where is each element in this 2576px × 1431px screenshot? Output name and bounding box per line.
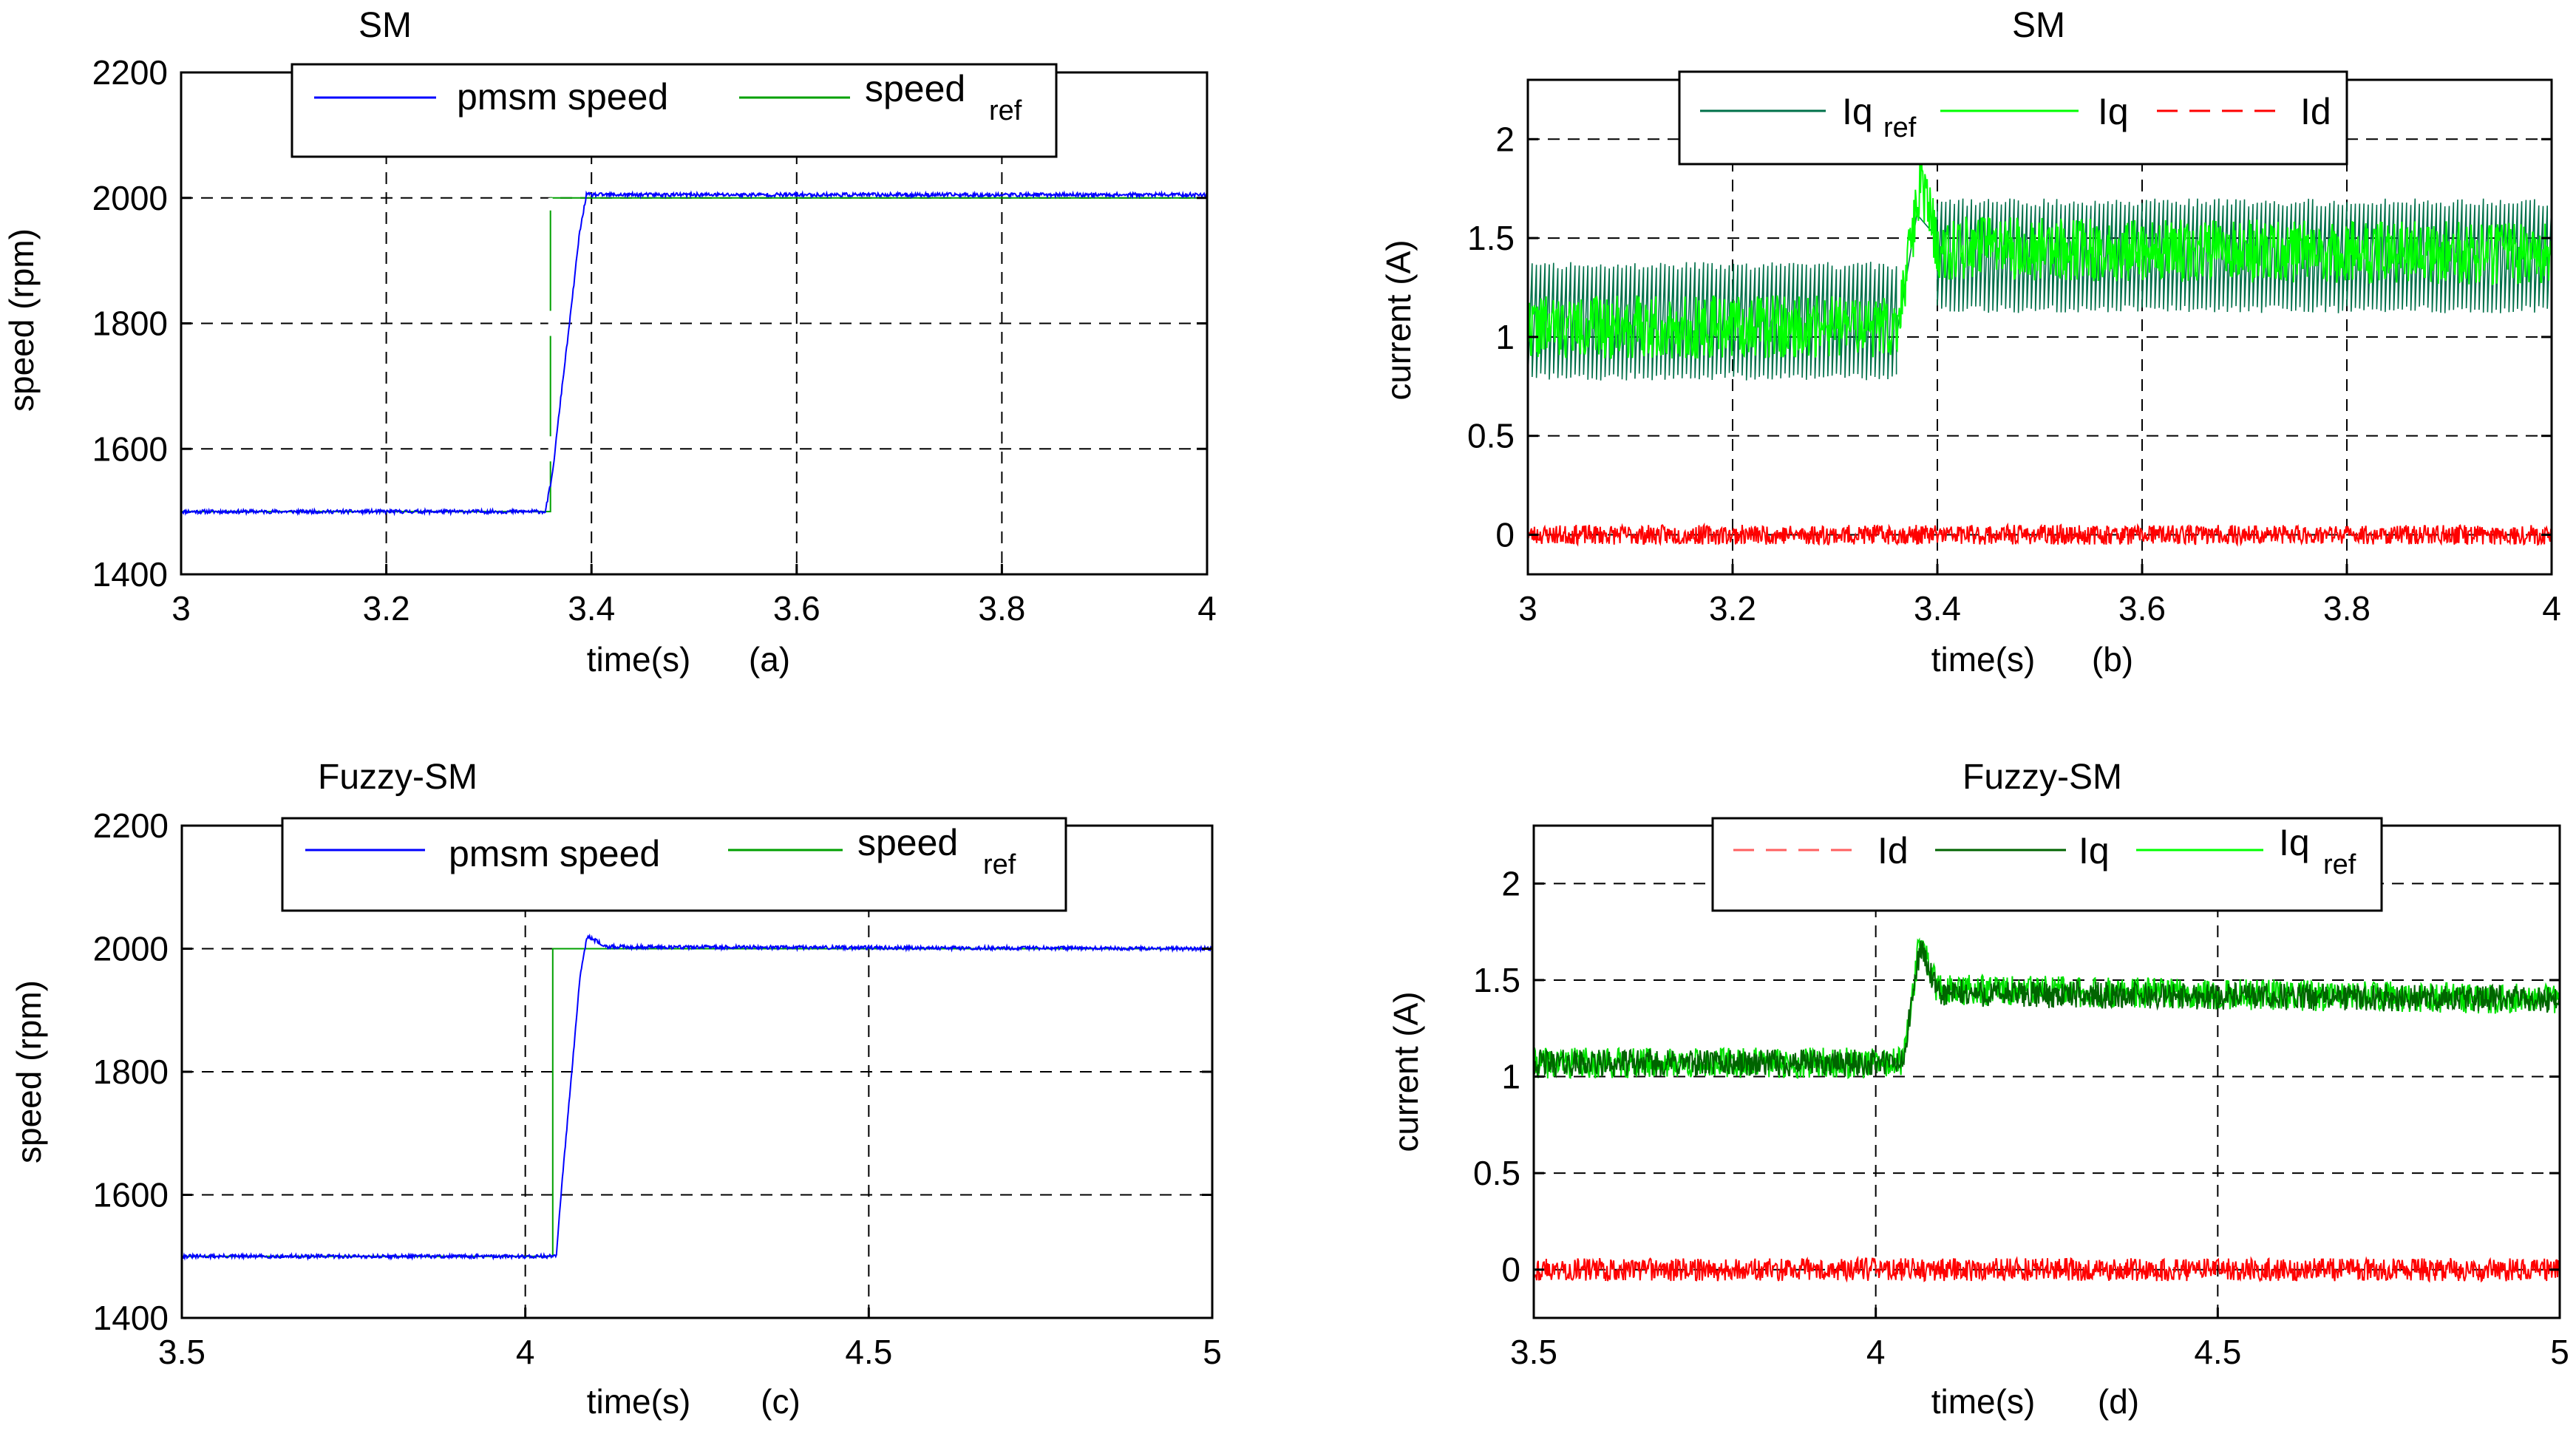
y-tick-label-b-3: 1.5: [1467, 219, 1515, 257]
x-tick-label-a-2: 3.4: [568, 589, 615, 628]
xlabel-a: time(s): [587, 640, 691, 679]
title-b: SM: [2012, 6, 2065, 45]
x-tick-label-a-1: 3.2: [363, 589, 410, 628]
x-tick-label-b-3: 3.6: [2118, 589, 2166, 628]
x-tick-label-b-0: 3: [1518, 589, 1537, 628]
title-d: Fuzzy-SM: [1962, 758, 2122, 797]
x-tick-label-a-0: 3: [171, 589, 191, 628]
xlabel-c: time(s): [587, 1382, 691, 1421]
x-tick-label-c-0: 3.5: [158, 1333, 205, 1371]
legend-d: Id Iq Iq ref: [1711, 817, 2383, 912]
x-tick-label-d-0: 3.5: [1510, 1333, 1557, 1371]
y-tick-label-a-3: 2000: [92, 179, 168, 217]
y-tick-label-c-1: 1600: [93, 1176, 169, 1214]
y-tick-label-d-1: 0.5: [1473, 1154, 1520, 1192]
legend-box-a: [290, 63, 1058, 158]
x-tick-label-c-1: 4: [516, 1333, 535, 1371]
series-line-b-iq: [1528, 156, 2552, 359]
legend-label-b-0: Iq: [1842, 91, 1873, 132]
panel-d: Fuzzy-SM 3.5 4 4.5 5 0 0.5 1 1.5 2 current (A) t…: [1387, 758, 2569, 1421]
y-tick-label-d-4: 2: [1501, 864, 1520, 903]
x-tick-label-b-2: 3.4: [1914, 589, 1961, 628]
title-a: SM: [358, 6, 412, 45]
x-tick-label-a-5: 4: [1197, 589, 1217, 628]
panel-b: SM 3 3.2 3.4 3.6 3.8 4 0 0.5 1 1.5 2 current (A) t…: [1379, 6, 2561, 679]
y-tick-label-b-4: 2: [1495, 120, 1515, 158]
xlabel-d: time(s): [1931, 1382, 2036, 1421]
series-gap-a-1: [548, 310, 553, 336]
legend-label-d-0: Id: [1877, 830, 1909, 871]
series-gap-a-0: [548, 436, 553, 462]
y-tick-label-d-3: 1.5: [1473, 961, 1520, 999]
xlabel-b: time(s): [1931, 640, 2036, 679]
legend-sub-a-1: ref: [989, 95, 1022, 126]
legend-sub-b-0: ref: [1883, 112, 1917, 143]
x-tick-label-a-3: 3.6: [773, 589, 820, 628]
legend-label-a-0: pmsm speed: [457, 76, 668, 118]
y-tick-label-c-0: 1400: [93, 1299, 169, 1337]
series-group-b: [1528, 156, 2552, 547]
legend-box-d: [1711, 817, 2383, 912]
caption-c: (c): [761, 1382, 801, 1421]
legend-sub-d-2: ref: [2323, 849, 2356, 880]
y-tick-label-b-1: 0.5: [1467, 417, 1515, 455]
legend-c: pmsm speed speed ref: [281, 817, 1067, 912]
x-tick-label-c-3: 5: [1203, 1333, 1222, 1371]
panel-a: SM 3 3.2 3.4 3.6 3.8 4 1400 1600 1800 2000 2200 sp…: [2, 6, 1217, 679]
ylabel-d: current (A): [1387, 991, 1425, 1152]
legend-label-c-1: speed: [857, 822, 958, 863]
legend-label-a-1: speed: [865, 68, 965, 109]
x-tick-label-b-5: 4: [2542, 589, 2561, 628]
caption-d: (d): [2098, 1382, 2139, 1421]
legend-box-b: [1678, 70, 2348, 166]
y-tick-label-c-2: 1800: [93, 1053, 169, 1091]
series-group-c: [182, 933, 1212, 1262]
legend-label-b-2: Id: [2300, 91, 2331, 132]
y-tick-label-a-2: 1800: [92, 305, 168, 343]
series-line-a-pmsm-speed: [181, 190, 1207, 517]
x-tick-label-d-1: 4: [1866, 1333, 1886, 1371]
legend-label-b-1: Iq: [2098, 91, 2129, 132]
x-tick-label-d-2: 4.5: [2194, 1333, 2241, 1371]
series-line-b-id: [1528, 522, 2552, 547]
y-tick-label-b-2: 1: [1495, 318, 1515, 356]
ylabel-b: current (A): [1379, 239, 1418, 400]
legend-b: Iq ref Iq Id: [1678, 70, 2348, 166]
series-line-d-iq: [1534, 940, 2560, 1078]
x-tick-label-b-4: 3.8: [2323, 589, 2371, 628]
series-gap-a-2: [548, 197, 553, 211]
title-c: Fuzzy-SM: [318, 758, 478, 797]
ylabel-c: speed (rpm): [10, 980, 48, 1163]
x-tick-label-b-1: 3.2: [1709, 589, 1756, 628]
caption-a: (a): [749, 640, 790, 679]
y-tick-label-a-0: 1400: [92, 555, 168, 594]
legend-a: pmsm speed speed ref: [290, 63, 1058, 158]
y-tick-label-d-0: 0: [1501, 1251, 1520, 1289]
legend-box-c: [281, 817, 1067, 912]
legend-label-d-1: Iq: [2079, 830, 2110, 871]
y-tick-label-a-1: 1600: [92, 429, 168, 468]
y-tick-label-d-2: 1: [1501, 1058, 1520, 1096]
legend-label-d-2: Iq: [2279, 822, 2310, 863]
x-tick-label-a-4: 3.8: [978, 589, 1025, 628]
y-tick-label-c-3: 2000: [93, 930, 169, 968]
y-tick-label-b-0: 0: [1495, 515, 1515, 554]
legend-label-c-0: pmsm speed: [449, 833, 660, 874]
series-line-d-id: [1534, 1255, 2560, 1283]
x-tick-label-d-3: 5: [2550, 1333, 2569, 1371]
x-tick-label-c-2: 4.5: [845, 1333, 892, 1371]
y-tick-label-a-4: 2200: [92, 53, 168, 92]
caption-b: (b): [2092, 640, 2133, 679]
series-line-c-pmsm-speed: [182, 933, 1212, 1262]
series-group-d: [1534, 937, 2560, 1283]
ylabel-a: speed (rpm): [2, 228, 41, 412]
panel-c: Fuzzy-SM 3.5 4 4.5 5 1400 1600 1800 2000 2200 sp…: [10, 758, 1222, 1421]
series-group-a: [181, 190, 1207, 517]
y-tick-label-c-4: 2200: [93, 806, 169, 845]
legend-sub-c-1: ref: [983, 849, 1016, 880]
